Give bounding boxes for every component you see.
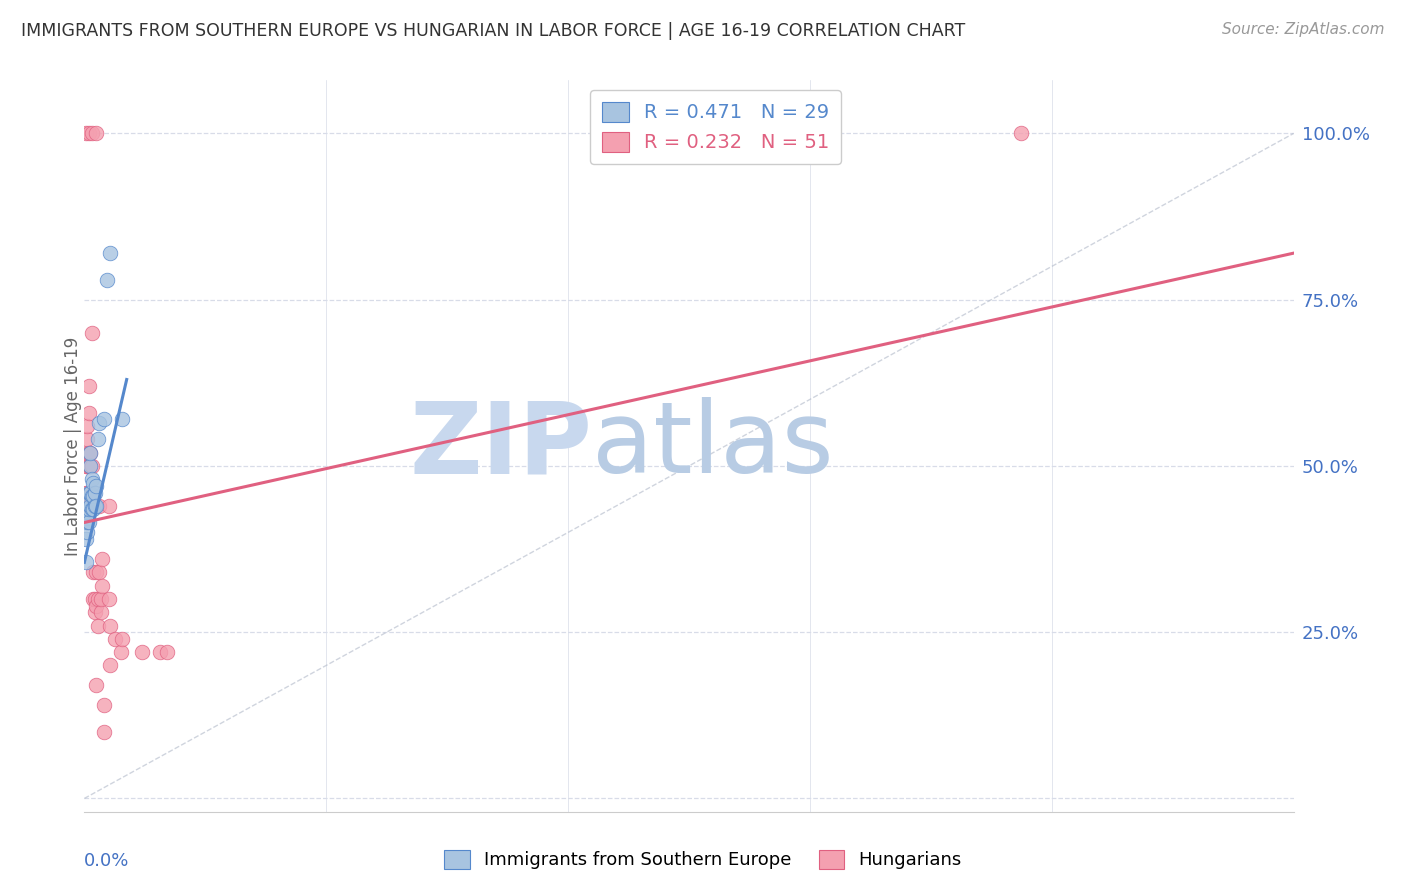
Point — [76, 485, 98, 500]
Point — [76, 516, 98, 530]
Text: IMMIGRANTS FROM SOUTHERN EUROPE VS HUNGARIAN IN LABOR FORCE | AGE 16-19 CORRELAT: IMMIGRANTS FROM SOUTHERN EUROPE VS HUNGA… — [21, 22, 966, 40]
Point — [82, 591, 104, 606]
Point — [89, 416, 111, 430]
Point — [77, 485, 100, 500]
Point — [87, 618, 110, 632]
Legend: Immigrants from Southern Europe, Hungarians: Immigrants from Southern Europe, Hungari… — [436, 841, 970, 879]
Point — [131, 645, 153, 659]
Point — [111, 412, 134, 426]
Point — [75, 499, 97, 513]
Point — [87, 433, 110, 447]
Point — [79, 445, 101, 459]
Point — [77, 445, 100, 459]
Point — [86, 479, 108, 493]
Point — [104, 632, 127, 646]
Point — [79, 458, 101, 473]
Point — [76, 445, 98, 459]
Point — [82, 489, 104, 503]
Point — [75, 458, 97, 473]
Point — [80, 326, 103, 340]
Point — [90, 591, 112, 606]
Point — [91, 579, 114, 593]
Point — [89, 566, 111, 580]
Point — [93, 725, 115, 739]
Point — [96, 273, 118, 287]
Point — [93, 412, 115, 426]
Point — [86, 599, 108, 613]
Point — [76, 506, 98, 520]
Point — [75, 555, 97, 569]
Point — [84, 591, 107, 606]
Point — [86, 127, 108, 141]
Point — [98, 618, 121, 632]
Point — [76, 525, 98, 540]
Point — [156, 645, 179, 659]
Point — [93, 698, 115, 713]
Point — [82, 566, 104, 580]
Point — [75, 127, 97, 141]
Point — [76, 458, 98, 473]
Point — [86, 499, 108, 513]
Point — [82, 489, 104, 503]
Point — [77, 492, 100, 507]
Point — [79, 485, 101, 500]
Point — [75, 532, 97, 546]
Point — [79, 445, 101, 459]
Y-axis label: In Labor Force | Age 16-19: In Labor Force | Age 16-19 — [65, 336, 82, 556]
Point — [98, 658, 121, 673]
Point — [77, 127, 100, 141]
Point — [80, 502, 103, 516]
Point — [89, 499, 111, 513]
Point — [77, 502, 100, 516]
Point — [80, 127, 103, 141]
Point — [149, 645, 172, 659]
Point — [82, 499, 104, 513]
Point — [97, 499, 120, 513]
Point — [77, 379, 100, 393]
Point — [80, 489, 103, 503]
Point — [79, 458, 101, 473]
Point — [82, 502, 104, 516]
Point — [84, 605, 107, 619]
Text: ZIP: ZIP — [409, 398, 592, 494]
Point — [84, 499, 107, 513]
Point — [110, 645, 132, 659]
Point — [79, 499, 101, 513]
Point — [86, 566, 108, 580]
Point — [79, 489, 101, 503]
Point — [97, 591, 120, 606]
Point — [77, 516, 100, 530]
Point — [98, 246, 121, 260]
Point — [75, 485, 97, 500]
Point — [1011, 127, 1033, 141]
Point — [91, 552, 114, 566]
Legend: R = 0.471   N = 29, R = 0.232   N = 51: R = 0.471 N = 29, R = 0.232 N = 51 — [591, 90, 841, 164]
Point — [86, 678, 108, 692]
Point — [80, 499, 103, 513]
Text: Source: ZipAtlas.com: Source: ZipAtlas.com — [1222, 22, 1385, 37]
Point — [77, 499, 100, 513]
Point — [111, 632, 134, 646]
Text: atlas: atlas — [592, 398, 834, 494]
Point — [76, 419, 98, 434]
Point — [77, 458, 100, 473]
Point — [79, 499, 101, 513]
Point — [76, 433, 98, 447]
Text: 0.0%: 0.0% — [84, 852, 129, 870]
Point — [87, 591, 110, 606]
Point — [80, 489, 103, 503]
Point — [90, 605, 112, 619]
Point — [82, 475, 104, 490]
Point — [84, 485, 107, 500]
Point — [80, 472, 103, 486]
Point — [80, 458, 103, 473]
Point — [77, 406, 100, 420]
